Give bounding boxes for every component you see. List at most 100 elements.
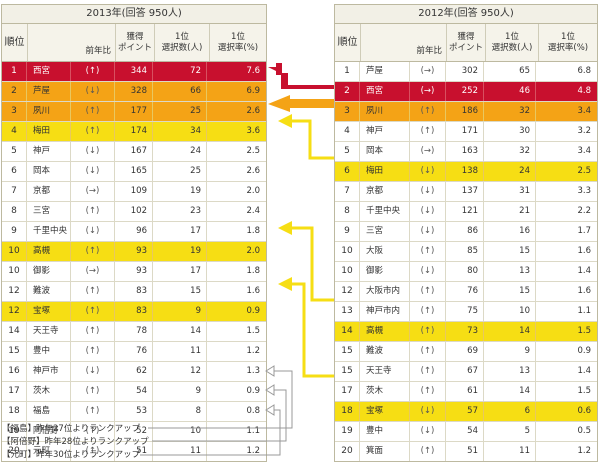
rate-cell: 1.7 [577, 226, 591, 236]
rate-cell: 3.2 [577, 126, 591, 136]
rank-cell: 20 [335, 442, 360, 461]
points-cell: 52 [115, 422, 153, 441]
table-row: 3 夙川 (↑) 186 32 3.4 [335, 102, 597, 122]
city-cell: 御影 [360, 262, 410, 281]
points-cell: 61 [446, 382, 484, 401]
points-cell: 328 [115, 82, 153, 101]
voters-cell: 46 [484, 82, 536, 101]
table-row: 10 高槻 (↑) 93 19 2.0 [2, 242, 266, 262]
trend-cell: (↑) [410, 102, 446, 121]
points-cell: 109 [115, 182, 153, 201]
trend-cell: (↑) [71, 302, 115, 321]
points-cell: 69 [446, 342, 484, 361]
points-cell: 51 [115, 442, 153, 461]
table-row: 20 箕面 (↑) 51 11 1.2 [335, 442, 597, 461]
connector-motomachi-head [265, 404, 275, 416]
trend-cell: (↑) [410, 242, 446, 261]
city-cell: 高槻 [27, 242, 71, 261]
rank-cell: 6 [335, 162, 360, 181]
table-2013-header: 順位 前年比 獲得 ポイント 1位 選択数(人) 1位 選択率(%) [2, 24, 266, 62]
points-cell: 93 [115, 242, 153, 261]
connector-fukushima-head [265, 365, 275, 377]
arrow-takarazuka [290, 282, 334, 378]
rank-cell: 1 [335, 62, 360, 81]
city-cell: 天王寺 [27, 322, 71, 341]
voters-cell: 8 [153, 402, 207, 421]
city-cell: 阿倍野 [27, 422, 71, 441]
points-cell: 78 [115, 322, 153, 341]
table-row: 3 夙川 (↑) 177 25 2.6 [2, 102, 266, 122]
note-motomachi: 【元町】昨年30位よりランクアップ [2, 450, 141, 460]
points-cell: 171 [446, 122, 484, 141]
city-cell: 西宮 [360, 82, 410, 101]
rank-cell: 15 [2, 342, 27, 361]
rate-cell: 1.2 [246, 446, 260, 456]
rate-cell: 3.4 [577, 146, 591, 156]
rank-cell: 4 [2, 122, 27, 141]
points-cell: 138 [446, 162, 484, 181]
rate-cell: 2.6 [246, 106, 260, 116]
voters-cell: 15 [484, 282, 536, 301]
trend-cell: (↑) [71, 442, 115, 461]
header-rank: 順位 [2, 24, 28, 61]
table-row: 7 京都 (→) 109 19 2.0 [2, 182, 266, 202]
arrow-umeda [290, 119, 334, 160]
voters-cell: 31 [484, 182, 536, 201]
rate-cell: 1.8 [246, 266, 260, 276]
trend-cell: (↑) [410, 282, 446, 301]
city-cell: 三宮 [360, 222, 410, 241]
voters-cell: 10 [484, 302, 536, 321]
voters-cell: 15 [484, 242, 536, 261]
city-cell: 難波 [27, 282, 71, 301]
points-cell: 54 [446, 422, 484, 441]
table-row: 15 難波 (↑) 69 9 0.9 [335, 342, 597, 362]
table-row: 10 御影 (↓) 80 13 1.4 [335, 262, 597, 282]
rate-cell: 0.6 [577, 406, 591, 416]
voters-cell: 5 [484, 422, 536, 441]
rate-cell: 1.2 [577, 446, 591, 456]
connector-motomachi [140, 409, 281, 456]
voters-cell: 13 [484, 262, 536, 281]
rank-cell: 8 [2, 202, 27, 221]
voters-cell: 19 [153, 242, 207, 261]
points-cell: 83 [115, 282, 153, 301]
city-cell: 御影 [27, 262, 71, 281]
rank-cell: 2 [2, 82, 27, 101]
points-cell: 53 [115, 402, 153, 421]
points-cell: 165 [115, 162, 153, 181]
trend-cell: (↑) [410, 342, 446, 361]
table-row: 5 岡本 (→) 163 32 3.4 [335, 142, 597, 162]
voters-cell: 17 [153, 222, 207, 241]
trend-cell: (↑) [71, 422, 115, 441]
rank-cell: 17 [335, 382, 360, 401]
city-cell: 箕面 [360, 442, 410, 461]
rate-cell: 2.2 [577, 206, 591, 216]
city-cell: 千里中央 [27, 222, 71, 241]
header-points: 獲得 ポイント [447, 24, 486, 61]
table-2012-header: 順位 前年比 獲得 ポイント 1位 選択数(人) 1位 選択率(%) [335, 24, 597, 62]
voters-cell: 25 [153, 162, 207, 181]
table-row: 6 梅田 (↓) 138 24 2.5 [335, 162, 597, 182]
voters-cell: 25 [153, 102, 207, 121]
rate-cell: 6.9 [246, 86, 260, 96]
rate-cell: 2.0 [246, 246, 260, 256]
voters-cell: 11 [153, 442, 207, 461]
table-row: 12 難波 (↑) 83 15 1.6 [2, 282, 266, 302]
trend-cell: (↑) [410, 362, 446, 381]
rank-cell: 12 [335, 282, 360, 301]
rank-cell: 3 [2, 102, 27, 121]
rate-cell: 6.8 [577, 66, 591, 76]
table-row: 2 芦屋 (↓) 328 66 6.9 [2, 82, 266, 102]
table-row: 9 千里中央 (↓) 96 17 1.8 [2, 222, 266, 242]
city-cell: 福島 [27, 402, 71, 421]
table-row: 1 芦屋 (→) 302 65 6.8 [335, 62, 597, 82]
rank-cell: 7 [2, 182, 27, 201]
voters-cell: 24 [484, 162, 536, 181]
points-cell: 73 [446, 322, 484, 341]
rank-cell: 8 [335, 202, 360, 221]
rate-cell: 1.1 [246, 426, 260, 436]
trend-cell: (↑) [71, 202, 115, 221]
arrow-takatsuki-head [278, 221, 292, 235]
rank-cell: 2 [335, 82, 360, 101]
table-row: 1 西宮 (↑) 344 72 7.6 [2, 62, 266, 82]
